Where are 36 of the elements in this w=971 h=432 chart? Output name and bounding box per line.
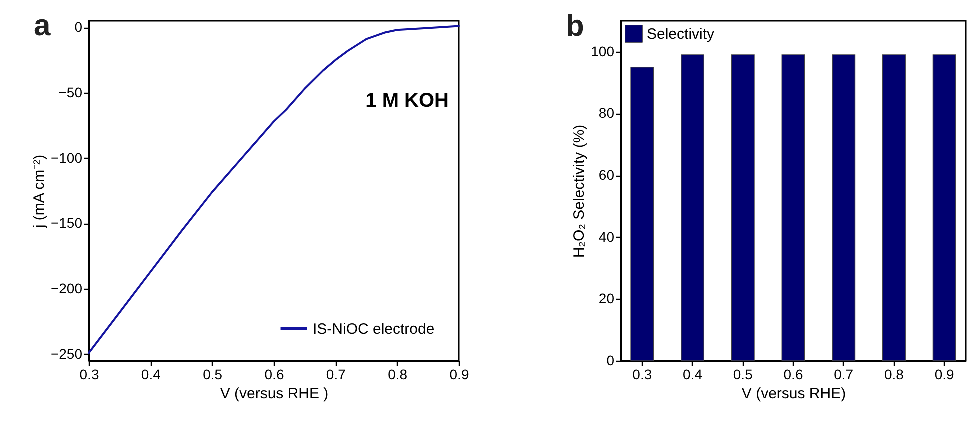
x-tick-label: 0.9 [450, 366, 470, 382]
x-tick-label: 0.7 [326, 366, 346, 382]
annotation: 1 M KOH [366, 90, 449, 112]
y-tick-label: −50 [58, 84, 83, 100]
y-tick-label: −100 [50, 150, 83, 166]
legend-label: Selectivity [647, 26, 716, 43]
x-tick-label: 0.7 [834, 366, 854, 382]
x-axis-title: V (versus RHE ) [220, 386, 329, 402]
y-tick-label: 0 [74, 19, 83, 36]
y-tick-label: 100 [591, 43, 615, 60]
y-axis-title: j (mA cm⁻²) [30, 154, 48, 230]
y-tick-label: −250 [50, 346, 83, 362]
y-axis-title: H₂O₂ Selectivity (%) [571, 124, 588, 258]
x-tick-label: 0.4 [141, 366, 162, 382]
x-tick-label: 0.4 [683, 366, 703, 382]
y-tick-label: 60 [598, 167, 615, 184]
y-tick-label: 40 [598, 228, 615, 245]
x-tick-label: 0.6 [264, 366, 284, 382]
x-tick-label: 0.3 [632, 366, 652, 382]
y-tick-label: 80 [598, 105, 615, 122]
x-tick-label: 0.8 [388, 366, 408, 382]
chart-title: b [566, 10, 584, 43]
y-tick-label: −150 [50, 215, 83, 232]
chart-title: a [34, 10, 51, 43]
x-tick-label: 0.5 [733, 366, 754, 382]
x-tick-label: 0.5 [203, 366, 223, 382]
y-tick-label: −200 [50, 280, 83, 297]
x-tick-label: 0.9 [934, 366, 955, 382]
line-series [88, 25, 460, 354]
x-tick-label: 0.6 [784, 366, 804, 382]
y-tick-label: 0 [606, 352, 615, 368]
x-tick-label: 0.8 [884, 366, 904, 382]
x-tick-label: 0.3 [80, 366, 100, 382]
y-tick-label: 20 [598, 290, 615, 307]
x-axis-title: V (versus RHE) [742, 386, 846, 402]
legend-label: IS-NiOC electrode [313, 321, 435, 338]
